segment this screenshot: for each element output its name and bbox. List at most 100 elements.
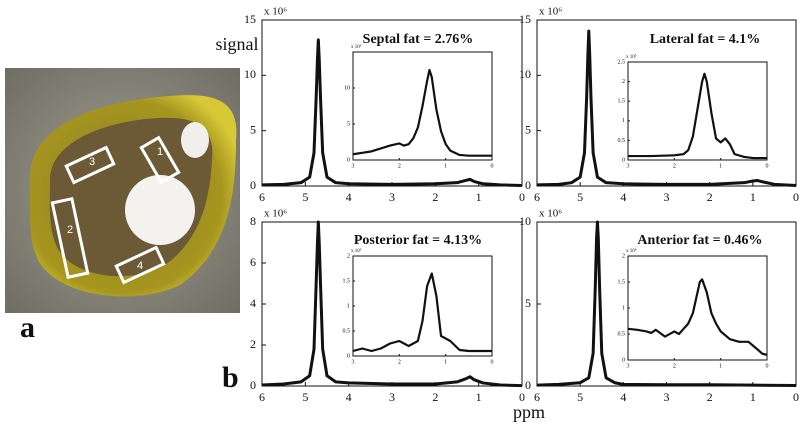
inset-line	[352, 272, 492, 353]
x-tick-label: 6	[534, 390, 540, 404]
panel-title: Septal fat = 2.76%	[363, 32, 474, 47]
y-tick-label: 5	[250, 122, 256, 136]
y-tick-label: 1	[347, 303, 350, 309]
y-tick-label: 10	[519, 67, 531, 81]
x-tick-label: 0	[491, 359, 494, 365]
x-tick-label: 2	[673, 163, 676, 169]
y-scale-label: x 10⁵	[626, 54, 637, 60]
inset-frame	[352, 255, 493, 357]
y-tick-label: 0	[347, 353, 350, 359]
roi-label: 1	[157, 146, 163, 158]
x-tick-label: 4	[620, 390, 626, 404]
y-axis-label: signal	[216, 34, 259, 54]
x-tick-label: 5	[577, 190, 583, 204]
inset-line	[627, 278, 768, 356]
x-tick-label: 5	[577, 390, 583, 404]
x-tick-label: 1	[476, 190, 482, 204]
y-scale-label: x 10⁶	[539, 6, 562, 18]
roi-label: 3	[89, 156, 95, 168]
y-scale-label: x 10⁶	[264, 208, 287, 220]
y-scale-label: x 10⁵	[351, 44, 362, 50]
y-tick-label: 4	[250, 296, 256, 310]
x-tick-label: 0	[519, 190, 525, 204]
y-tick-label: 2	[250, 337, 256, 351]
x-tick-label: 1	[444, 359, 447, 365]
x-tick-label: 3	[389, 190, 395, 204]
x-tick-label: 4	[346, 190, 352, 204]
x-tick-label: 1	[444, 163, 447, 169]
roi-label: 2	[67, 224, 73, 236]
x-tick-label: 1	[750, 390, 756, 404]
inset-line	[352, 68, 492, 157]
y-tick-label: 0	[622, 357, 625, 363]
x-tick-label: 0	[766, 363, 769, 369]
y-tick-label: 15	[244, 12, 256, 26]
x-tick-label: 3	[352, 359, 355, 365]
y-tick-label: 1	[622, 305, 625, 311]
x-tick-label: 0	[793, 390, 799, 404]
y-tick-label: 0	[250, 378, 256, 392]
x-tick-label: 5	[302, 190, 308, 204]
y-scale-label: x 10⁴	[626, 248, 637, 254]
x-tick-label: 5	[302, 390, 308, 404]
y-tick-label: 8	[250, 214, 256, 228]
y-tick-label: 0	[525, 378, 531, 392]
panel-title: Posterior fat = 4.13%	[354, 233, 482, 248]
spectrum-line	[261, 220, 523, 388]
y-tick-label: 5	[525, 122, 531, 136]
y-tick-label: 0.5	[343, 328, 351, 334]
panel-title: Lateral fat = 4.1%	[650, 32, 761, 47]
x-tick-label: 0	[491, 163, 494, 169]
x-tick-label: 1	[750, 190, 756, 204]
y-tick-label: 0	[525, 178, 531, 192]
x-tick-label: 1	[719, 163, 722, 169]
y-tick-label: 1.5	[618, 279, 626, 285]
inset-frame	[352, 51, 493, 161]
x-tick-label: 6	[534, 190, 540, 204]
y-tick-label: 0	[622, 157, 625, 163]
y-tick-label: 15	[519, 12, 531, 26]
y-tick-label: 10	[344, 85, 350, 91]
y-scale-label: x 10⁵	[351, 248, 362, 254]
x-tick-label: 2	[432, 390, 438, 404]
x-tick-label: 2	[707, 190, 713, 204]
y-tick-label: 1	[622, 118, 625, 124]
x-tick-label: 3	[627, 363, 630, 369]
x-tick-label: 3	[389, 390, 395, 404]
x-tick-label: 0	[519, 390, 525, 404]
x-tick-label: 0	[766, 163, 769, 169]
panel-label: b	[222, 361, 239, 394]
y-tick-label: 0	[250, 178, 256, 192]
y-tick-label: 10	[244, 67, 256, 81]
y-tick-label: 2	[622, 253, 625, 259]
y-tick-label: 10	[519, 214, 531, 228]
inset-frame	[627, 61, 768, 161]
panel-label: a	[20, 311, 35, 344]
x-tick-label: 4	[346, 390, 352, 404]
y-tick-label: 0.5	[618, 331, 626, 337]
y-tick-label: 2.5	[618, 59, 626, 65]
x-tick-label: 3	[664, 190, 670, 204]
inset-frame	[627, 255, 768, 361]
x-tick-label: 3	[664, 390, 670, 404]
y-tick-label: 6	[250, 255, 256, 269]
y-tick-label: 2	[622, 79, 625, 85]
tissue-photo: 1 2 3 4	[5, 68, 240, 313]
spectrum-line	[536, 29, 797, 187]
y-tick-label: 1.5	[618, 99, 626, 105]
x-tick-label: 0	[793, 190, 799, 204]
x-axis-label: ppm	[513, 402, 545, 422]
roi-label: 4	[137, 260, 143, 272]
y-tick-label: 1.5	[343, 278, 351, 284]
inset-line	[628, 72, 767, 160]
y-tick-label: 5	[347, 121, 350, 127]
x-tick-label: 2	[673, 363, 676, 369]
x-tick-label: 2	[398, 163, 401, 169]
x-tick-label: 6	[259, 190, 265, 204]
spectrum-line	[536, 220, 797, 388]
x-tick-label: 1	[476, 390, 482, 404]
x-tick-label: 4	[620, 190, 626, 204]
x-tick-label: 3	[352, 163, 355, 169]
x-tick-label: 6	[259, 390, 265, 404]
